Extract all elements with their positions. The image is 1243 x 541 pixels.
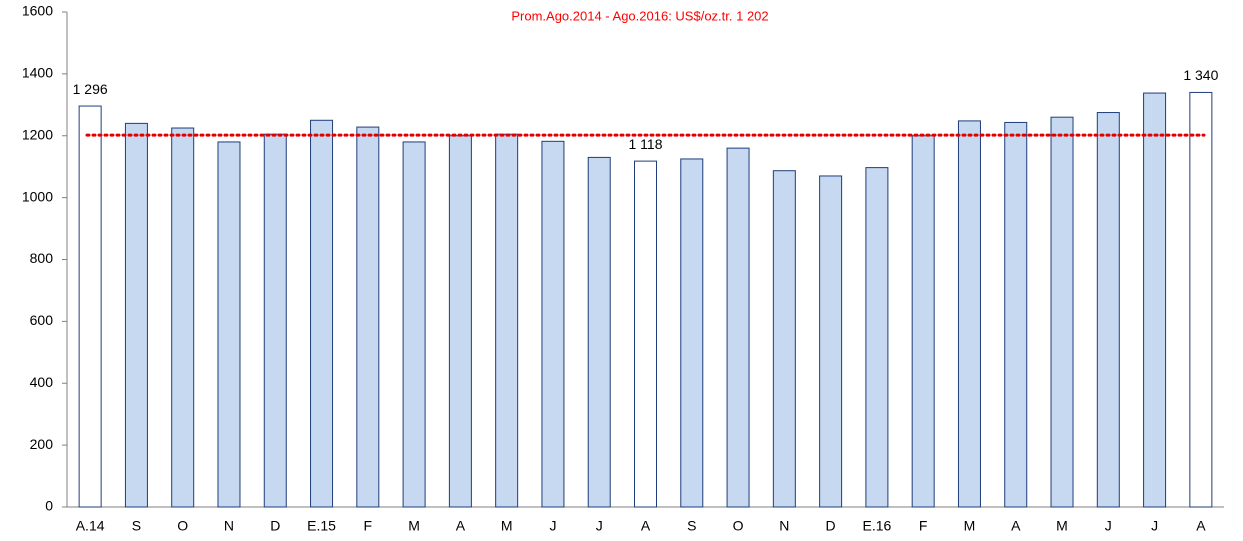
y-tick-label: 1000 bbox=[22, 188, 53, 204]
y-tick-label: 800 bbox=[30, 250, 54, 266]
x-tick-label: N bbox=[779, 518, 789, 534]
x-tick-label: S bbox=[132, 518, 141, 534]
bar bbox=[772, 170, 796, 508]
bar bbox=[680, 158, 704, 508]
bar bbox=[495, 133, 519, 508]
bar bbox=[1096, 112, 1120, 508]
y-tick-label: 400 bbox=[30, 374, 54, 390]
x-tick-label: E.15 bbox=[307, 518, 336, 534]
x-tick-label: A bbox=[1011, 518, 1021, 534]
x-tick-label: O bbox=[177, 518, 188, 534]
value-label: 1 118 bbox=[629, 136, 663, 152]
bar bbox=[310, 119, 334, 508]
y-tick-label: 1200 bbox=[22, 126, 53, 142]
x-tick-label: D bbox=[826, 518, 836, 534]
bar bbox=[819, 175, 843, 508]
x-tick-label: M bbox=[408, 518, 420, 534]
x-tick-label: O bbox=[733, 518, 744, 534]
x-tick-label: A bbox=[641, 518, 651, 534]
x-tick-label: E.16 bbox=[862, 518, 891, 534]
bar bbox=[911, 135, 935, 508]
x-tick-label: M bbox=[1056, 518, 1068, 534]
bar bbox=[356, 126, 380, 508]
x-tick-label: A bbox=[1196, 518, 1206, 534]
x-tick-label: F bbox=[364, 518, 373, 534]
bar bbox=[1189, 91, 1213, 508]
bar bbox=[263, 133, 287, 508]
bar bbox=[1004, 121, 1028, 508]
value-label: 1 296 bbox=[73, 81, 108, 97]
x-tick-label: A bbox=[456, 518, 466, 534]
x-tick-label: M bbox=[964, 518, 976, 534]
bar bbox=[1050, 116, 1074, 508]
x-tick-label: D bbox=[270, 518, 280, 534]
y-tick-label: 0 bbox=[45, 498, 53, 514]
y-tick-label: 200 bbox=[30, 436, 54, 452]
y-tick-label: 600 bbox=[30, 312, 54, 328]
x-tick-label: J bbox=[596, 518, 603, 534]
x-tick-label: J bbox=[1151, 518, 1158, 534]
x-tick-label: F bbox=[919, 518, 928, 534]
x-tick-label: S bbox=[687, 518, 696, 534]
x-tick-label: M bbox=[501, 518, 513, 534]
bar bbox=[865, 167, 889, 508]
bar bbox=[726, 147, 750, 508]
bar bbox=[634, 160, 657, 508]
x-tick-label: A.14 bbox=[76, 518, 105, 534]
bar bbox=[402, 141, 426, 508]
y-tick-label: 1400 bbox=[22, 65, 53, 81]
value-label: 1 340 bbox=[1183, 67, 1218, 83]
x-tick-label: J bbox=[549, 518, 556, 534]
bar bbox=[957, 120, 981, 508]
bar bbox=[217, 141, 241, 508]
bar bbox=[448, 135, 472, 508]
bar bbox=[587, 156, 611, 508]
bar bbox=[1143, 92, 1167, 508]
bar bbox=[124, 122, 148, 508]
bar bbox=[78, 105, 102, 508]
bar bbox=[541, 140, 565, 508]
x-tick-label: N bbox=[224, 518, 234, 534]
bar bbox=[171, 127, 195, 508]
annotation: Prom.Ago.2014 - Ago.2016: US$/oz.tr. 1 2… bbox=[511, 8, 768, 23]
x-tick-label: J bbox=[1105, 518, 1112, 534]
y-tick-label: 1600 bbox=[22, 3, 53, 19]
